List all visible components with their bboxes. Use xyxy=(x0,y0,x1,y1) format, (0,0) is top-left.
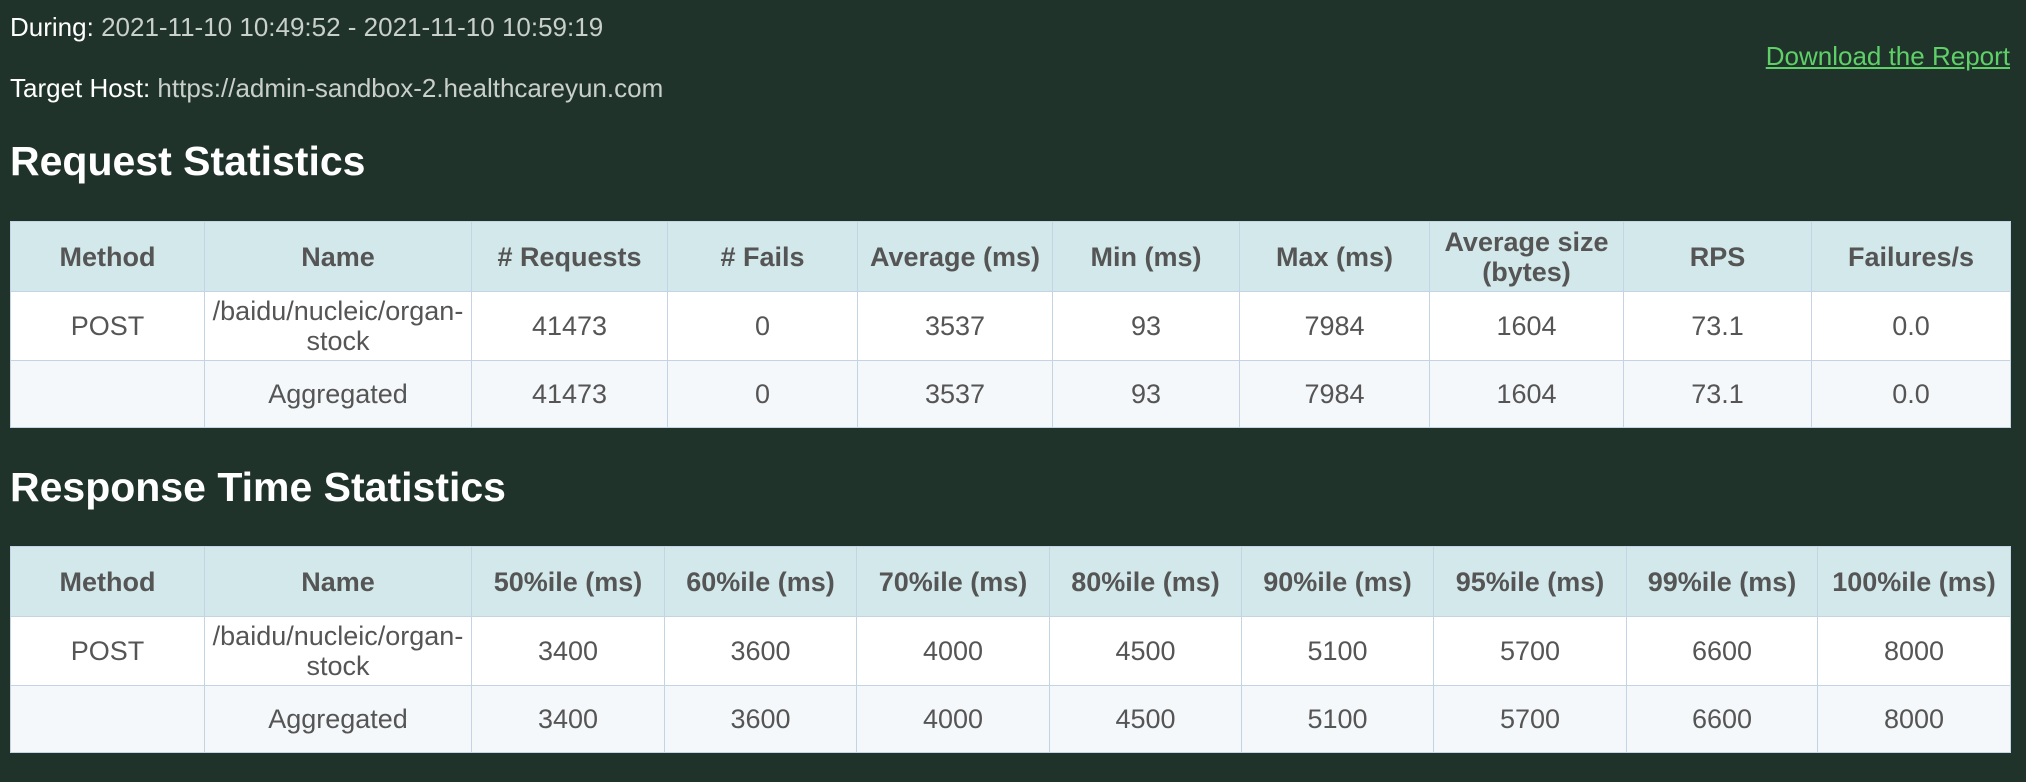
column-header: 60%ile (ms) xyxy=(664,546,857,617)
table-cell xyxy=(10,685,205,753)
table-cell xyxy=(10,360,205,428)
column-header: Failures/s xyxy=(1811,221,2011,292)
column-header: 100%ile (ms) xyxy=(1817,546,2011,617)
table-cell: 93 xyxy=(1052,360,1240,428)
table-cell: 0.0 xyxy=(1811,360,2011,428)
table-cell: 0.0 xyxy=(1811,291,2011,361)
target-host-value: https://admin-sandbox-2.healthcareyun.co… xyxy=(157,73,664,103)
table-cell: 3600 xyxy=(664,685,857,753)
column-header: 90%ile (ms) xyxy=(1241,546,1434,617)
table-header-row: Method Name # Requests # Fails Average (… xyxy=(10,221,2011,292)
during-label: During: xyxy=(10,12,94,42)
table-cell: 5100 xyxy=(1241,616,1434,686)
column-header: 99%ile (ms) xyxy=(1626,546,1818,617)
during-value: 2021-11-10 10:49:52 - 2021-11-10 10:59:1… xyxy=(101,12,604,42)
column-header: Method xyxy=(10,221,205,292)
table-row: POST /baidu/nucleic/organ-stock 3400 360… xyxy=(10,616,2011,686)
table-cell: 5700 xyxy=(1433,685,1627,753)
table-cell: 5700 xyxy=(1433,616,1627,686)
during-line: During: 2021-11-10 10:49:52 - 2021-11-10… xyxy=(10,12,603,43)
column-header: 80%ile (ms) xyxy=(1049,546,1242,617)
table-cell: 41473 xyxy=(471,360,668,428)
target-host-line: Target Host: https://admin-sandbox-2.hea… xyxy=(10,73,663,104)
table-cell: 73.1 xyxy=(1623,291,1812,361)
table-cell: 73.1 xyxy=(1623,360,1812,428)
table-cell: 6600 xyxy=(1626,616,1818,686)
response-time-statistics-title: Response Time Statistics xyxy=(10,464,506,510)
column-header: Name xyxy=(204,221,472,292)
table-cell: 93 xyxy=(1052,291,1240,361)
table-cell: 7984 xyxy=(1239,360,1430,428)
table-cell: 8000 xyxy=(1817,685,2011,753)
table-cell: /baidu/nucleic/organ-stock xyxy=(204,616,472,686)
column-header: 70%ile (ms) xyxy=(856,546,1050,617)
table-cell: Aggregated xyxy=(204,360,472,428)
table-row: POST /baidu/nucleic/organ-stock 41473 0 … xyxy=(10,291,2011,361)
table-cell: 1604 xyxy=(1429,291,1624,361)
table-cell: 3537 xyxy=(857,291,1053,361)
column-header: RPS xyxy=(1623,221,1812,292)
table-row-aggregated: Aggregated 3400 3600 4000 4500 5100 5700… xyxy=(10,685,2011,753)
table-cell: POST xyxy=(10,616,205,686)
table-cell: 0 xyxy=(667,291,858,361)
request-statistics-table: Method Name # Requests # Fails Average (… xyxy=(10,221,2011,428)
column-header: Max (ms) xyxy=(1239,221,1430,292)
table-cell: 4000 xyxy=(856,685,1050,753)
column-header: Average (ms) xyxy=(857,221,1053,292)
column-header: 50%ile (ms) xyxy=(471,546,665,617)
table-cell: 41473 xyxy=(471,291,668,361)
target-host-label: Target Host: xyxy=(10,73,151,103)
column-header: Name xyxy=(204,546,472,617)
column-header: Min (ms) xyxy=(1052,221,1240,292)
table-cell: 0 xyxy=(667,360,858,428)
table-cell: 8000 xyxy=(1817,616,2011,686)
table-cell: 3537 xyxy=(857,360,1053,428)
response-time-statistics-table: Method Name 50%ile (ms) 60%ile (ms) 70%i… xyxy=(10,546,2011,753)
table-cell: 4000 xyxy=(856,616,1050,686)
column-header: # Requests xyxy=(471,221,668,292)
table-cell: Aggregated xyxy=(204,685,472,753)
table-cell: 7984 xyxy=(1239,291,1430,361)
table-cell: 4500 xyxy=(1049,616,1242,686)
column-header: # Fails xyxy=(667,221,858,292)
table-cell: POST xyxy=(10,291,205,361)
table-header-row: Method Name 50%ile (ms) 60%ile (ms) 70%i… xyxy=(10,546,2011,617)
table-cell: 4500 xyxy=(1049,685,1242,753)
table-cell: 3400 xyxy=(471,685,665,753)
table-row-aggregated: Aggregated 41473 0 3537 93 7984 1604 73.… xyxy=(10,360,2011,428)
column-header: Average size (bytes) xyxy=(1429,221,1624,292)
table-cell: 5100 xyxy=(1241,685,1434,753)
table-cell: /baidu/nucleic/organ-stock xyxy=(204,291,472,361)
table-cell: 3600 xyxy=(664,616,857,686)
request-statistics-title: Request Statistics xyxy=(10,138,366,184)
table-cell: 3400 xyxy=(471,616,665,686)
column-header: 95%ile (ms) xyxy=(1433,546,1627,617)
table-cell: 6600 xyxy=(1626,685,1818,753)
table-cell: 1604 xyxy=(1429,360,1624,428)
column-header: Method xyxy=(10,546,205,617)
download-report-link[interactable]: Download the Report xyxy=(1765,41,2010,71)
